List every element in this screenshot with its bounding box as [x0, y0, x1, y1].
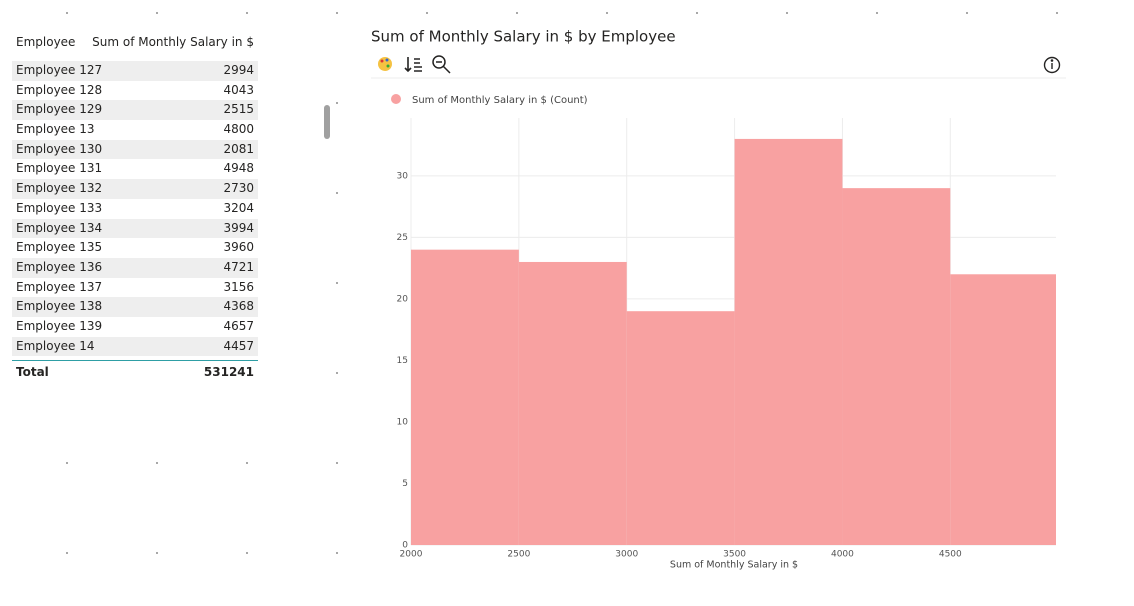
employee-cell: Employee 127	[16, 63, 103, 77]
histogram-bar	[842, 188, 951, 545]
y-tick-label: 25	[397, 233, 408, 243]
salary-cell: 4800	[223, 122, 254, 137]
salary-cell: 4043	[223, 82, 254, 97]
x-tick-label: 4000	[831, 550, 854, 560]
salary-cell: 2994	[223, 63, 254, 77]
histogram-bar	[626, 311, 735, 545]
employee-cell: Employee 130	[16, 141, 103, 156]
y-tick-label: 20	[397, 294, 409, 304]
salary-cell: 2081	[223, 141, 254, 156]
table-row[interactable]: Employee 127 2994	[12, 61, 258, 81]
table-row[interactable]: Employee 139 4657	[12, 317, 258, 337]
table-row[interactable]: Employee 138 4368	[12, 297, 258, 317]
x-tick-label: 2000	[400, 550, 423, 560]
table-row[interactable]: Employee 14 4457	[12, 336, 258, 357]
salary-cell: 4657	[223, 318, 254, 333]
table-row[interactable]: Employee 129 2515	[12, 100, 258, 121]
legend-label[interactable]: Sum of Monthly Salary in $ (Count)	[412, 95, 588, 106]
employee-cell: Employee 128	[16, 82, 103, 97]
salary-cell: 4457	[223, 338, 254, 353]
employee-cell: Employee 135	[16, 240, 103, 255]
x-tick-label: 3000	[615, 550, 638, 560]
salary-cell: 3156	[223, 279, 254, 294]
employee-cell: Employee 129	[16, 102, 103, 117]
total-label: Total	[16, 365, 49, 380]
employee-cell: Employee 138	[16, 299, 103, 314]
y-tick-label: 0	[402, 541, 408, 551]
employee-cell: Employee 133	[16, 200, 103, 215]
table-row[interactable]: Employee 132 2730	[12, 179, 258, 199]
table-row[interactable]: Employee 137 3156	[12, 278, 258, 298]
table-row[interactable]: Employee 13 4800	[12, 120, 258, 140]
table-row[interactable]: Employee 133 3204	[12, 199, 258, 219]
employee-cell: Employee 13	[16, 122, 95, 137]
scrollbar[interactable]	[324, 105, 330, 139]
zoom-icon[interactable]	[432, 55, 451, 74]
chart-title: Sum of Monthly Salary in $ by Employee	[371, 28, 676, 46]
y-tick-label: 15	[397, 356, 408, 366]
salary-cell: 3960	[223, 240, 254, 255]
header-cell[interactable]: Employee	[16, 35, 76, 49]
table-row[interactable]: Employee 135 3960	[12, 238, 258, 258]
palette-icon[interactable]	[378, 57, 392, 71]
salary-cell: 4368	[223, 299, 254, 314]
histogram-bar	[950, 274, 1056, 545]
histogram-bar	[734, 138, 843, 545]
info-icon[interactable]	[1043, 56, 1061, 74]
salary-cell: 3204	[223, 200, 254, 215]
table-row[interactable]: Employee 131 4948	[12, 159, 258, 179]
employee-cell: Employee 137	[16, 279, 103, 294]
salary-cell: 3994	[223, 220, 254, 235]
employee-cell: Employee 131	[16, 161, 103, 176]
total-row: Total 531241	[12, 360, 258, 383]
y-tick-label: 10	[397, 417, 409, 427]
y-tick-label: 5	[402, 479, 408, 489]
total-value: 531241	[203, 365, 254, 380]
salary-cell: 4721	[223, 259, 254, 274]
salary-cell: 2515	[223, 102, 254, 117]
employee-cell: Employee 136	[16, 259, 103, 274]
x-axis-title: Sum of Monthly Salary in $	[670, 560, 798, 571]
employee-cell: Employee 134	[16, 220, 103, 235]
salary-cell: 4948	[223, 161, 254, 176]
x-tick-label: 4500	[939, 550, 962, 560]
salary-cell: 2730	[223, 181, 254, 196]
table-row[interactable]: Employee 134 3994	[12, 218, 258, 239]
x-tick-label: 3500	[723, 550, 746, 560]
y-tick-label: 30	[397, 171, 409, 181]
table-row[interactable]: Employee 130 2081	[12, 139, 258, 160]
table-body: Employee 127 2994 Employee 128 4043 Employee…	[12, 61, 258, 357]
header-cell[interactable]: Sum of Monthly Salary in $	[92, 35, 254, 49]
table-header: Employee Sum of Monthly Salary in $	[12, 28, 258, 56]
x-tick-label: 2500	[507, 550, 530, 560]
table-row[interactable]: Employee 128 4043	[12, 81, 258, 101]
employee-cell: Employee 139	[16, 318, 103, 333]
sort-icon[interactable]	[404, 57, 422, 73]
histogram-bar	[518, 261, 627, 545]
employee-cell: Employee 132	[16, 181, 103, 196]
table: Employee Sum of Monthly Salary in $ Empl…	[12, 28, 258, 384]
histogram-bar	[411, 249, 519, 546]
employee-cell: Employee 14	[16, 338, 95, 353]
table-row[interactable]: Employee 136 4721	[12, 257, 258, 278]
legend-marker	[391, 94, 401, 104]
